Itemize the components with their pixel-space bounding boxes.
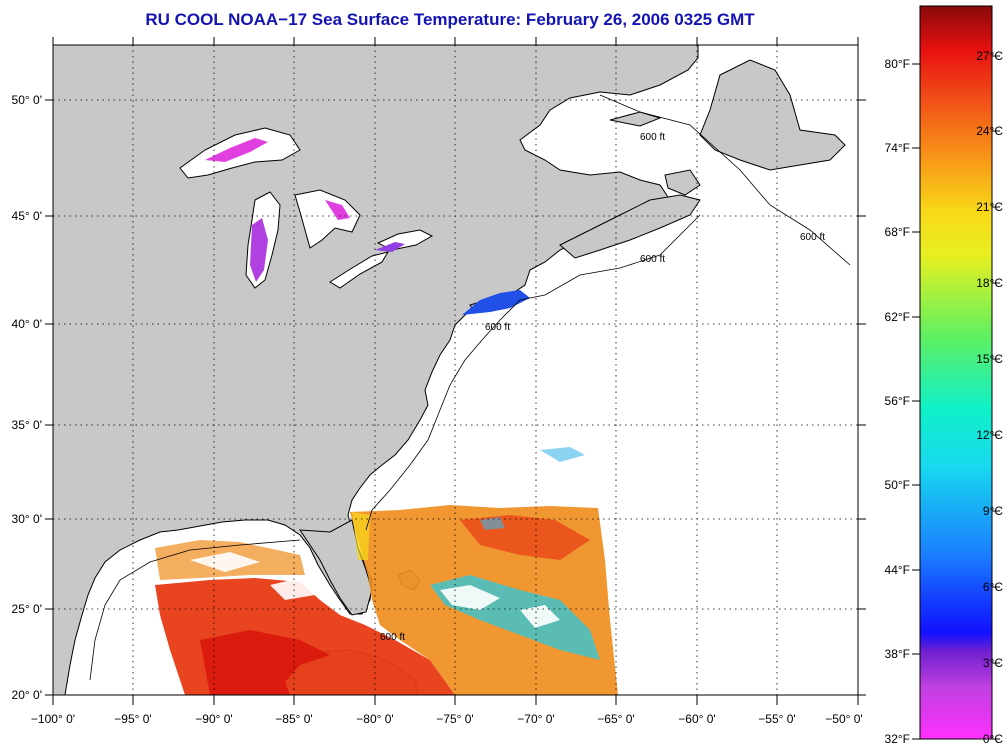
- sst-scattered-cool: [480, 447, 585, 530]
- colorbar-c-label: 21°C: [976, 200, 1003, 214]
- lon-label: −50° 0': [825, 712, 862, 726]
- contour-label: 600 ft: [800, 232, 825, 243]
- lat-label: 20° 0': [12, 688, 42, 702]
- lat-label: 25° 0': [12, 602, 42, 616]
- newfoundland: [699, 59, 846, 171]
- florida: [299, 519, 373, 616]
- colorbar: [919, 5, 993, 740]
- lon-label: −95° 0': [114, 712, 151, 726]
- lat-label: 35° 0': [12, 418, 42, 432]
- colorbar-c-label: 12°C: [976, 428, 1003, 442]
- sst-superior-cold: [205, 138, 268, 162]
- lat-label: 40° 0': [12, 317, 42, 331]
- colorbar-f-label: 50°F: [885, 478, 910, 492]
- contour-label: 600 ft: [640, 254, 665, 265]
- colorbar-c-label: 27°C: [976, 49, 1003, 63]
- depth-contour-600ft: [89, 94, 851, 681]
- colorbar-f-label: 68°F: [885, 225, 910, 239]
- lat-label: 30° 0': [12, 512, 42, 526]
- land-mass: [53, 45, 699, 695]
- lon-label: −70° 0': [517, 712, 554, 726]
- graticule: [53, 45, 858, 695]
- colorbar-c-label: 6°C: [983, 580, 1003, 594]
- colorbar-c-label: 0°C: [983, 732, 1003, 746]
- colorbar-c-label: 24°C: [976, 124, 1003, 138]
- cape-breton: [664, 169, 701, 196]
- lon-label: −90° 0': [195, 712, 232, 726]
- colorbar-f-labels: 80°F 74°F 68°F 62°F 56°F 50°F 44°F 38°F …: [885, 57, 910, 746]
- lon-labels: −100° 0' −95° 0' −90° 0' −85° 0' −80° 0'…: [31, 712, 863, 726]
- lon-label: −55° 0': [758, 712, 795, 726]
- colorbar-f-label: 74°F: [885, 141, 910, 155]
- anticosti: [609, 111, 662, 127]
- colorbar-c-labels: 27°C 24°C 21°C 18°C 15°C 12°C 9°C 6°C 3°…: [976, 49, 1003, 746]
- lake-erie: [329, 251, 390, 289]
- colorbar-f-label: 38°F: [885, 647, 910, 661]
- lon-label: −65° 0': [597, 712, 634, 726]
- sst-cloud-gaps: [190, 552, 560, 628]
- lat-labels: 50° 0' 45° 0' 40° 0' 35° 0' 30° 0' 25° 0…: [12, 93, 42, 702]
- lat-label: 50° 0': [12, 93, 42, 107]
- sst-gulf-stream-edge: [352, 512, 370, 560]
- colorbar-c-label: 18°C: [976, 276, 1003, 290]
- sst-erie-cold: [375, 242, 405, 252]
- colorbar-c-label: 15°C: [976, 352, 1003, 366]
- sst-gulf-hot: [200, 630, 330, 695]
- contour-label: 600 ft: [380, 632, 405, 643]
- colorbar-c-label: 9°C: [983, 504, 1003, 518]
- colorbar-f-label: 56°F: [885, 394, 910, 408]
- lake-huron: [294, 189, 361, 249]
- sst-new-england-cold: [462, 290, 530, 315]
- colorbar-f-label: 80°F: [885, 57, 910, 71]
- colorbar-f-label: 62°F: [885, 310, 910, 324]
- nova-scotia: [559, 194, 701, 259]
- lon-label: −85° 0': [275, 712, 312, 726]
- lon-label: −100° 0': [31, 712, 75, 726]
- colorbar-c-label: 3°C: [983, 656, 1003, 670]
- colorbar-f-label: 32°F: [885, 732, 910, 746]
- lon-label: −60° 0': [678, 712, 715, 726]
- map-title: RU COOL NOAA−17 Sea Surface Temperature:…: [145, 10, 755, 29]
- colorbar-f-label: 44°F: [885, 563, 910, 577]
- sst-michigan-cold: [250, 218, 268, 282]
- lat-label: 45° 0': [12, 209, 42, 223]
- sst-huron-cold: [325, 200, 350, 220]
- contour-label: 600 ft: [640, 132, 665, 143]
- axis-ticks: [45, 37, 866, 705]
- colorbar-ticks: [912, 55, 1000, 740]
- lon-label: −80° 0': [356, 712, 393, 726]
- lon-label: −75° 0': [436, 712, 473, 726]
- contour-label: 600 ft: [485, 322, 510, 333]
